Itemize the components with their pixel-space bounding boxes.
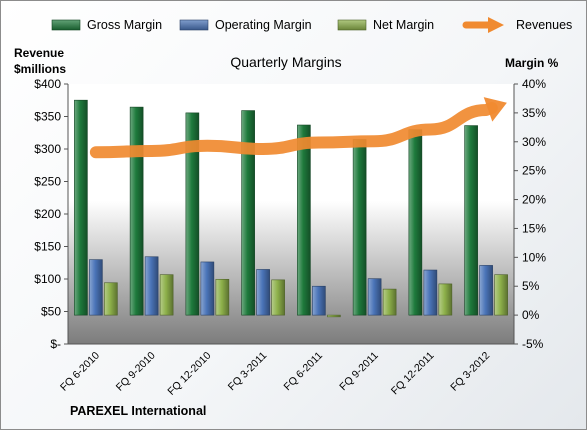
left-tick-label: $150 [34,240,61,254]
bar-gross-margin [464,125,478,316]
x-tick-label: FQ 3-2011 [226,350,270,394]
x-tick-label: FQ 3-2012 [448,350,492,394]
bar-operating-margin [200,261,215,316]
bar-net-margin [382,288,397,316]
x-tick-label: FQ 9-2011 [337,350,381,394]
x-tick-label: FQ 12-2010 [165,350,213,398]
chart-title: Quarterly Margins [230,54,341,70]
right-tick-label: 15% [522,221,546,235]
bar-net-margin [438,283,453,316]
axes-layer [64,83,518,345]
bar-gross-margin [352,139,367,316]
left-tick-label: $350 [34,110,61,124]
bar-gross-margin [129,106,144,316]
bar-operating-margin [312,285,326,316]
left-tick-label: $100 [34,272,61,286]
bar-net-margin [104,282,118,316]
legend-swatch [337,19,367,31]
legend-label: Operating Margin [215,18,312,32]
legend-label: Gross Margin [87,18,162,32]
bar-operating-margin [256,269,270,316]
right-tick-label: 5% [522,279,540,293]
bar-operating-margin [89,259,103,316]
right-tick-label: 10% [522,250,546,264]
company-label: PAREXEL International [70,404,206,418]
legend-label: Net Margin [373,18,434,32]
legend-arrow-swatch [488,17,504,33]
left-tick-label: $300 [34,142,61,156]
revenue-line [89,102,498,159]
bar-net-margin [494,274,508,316]
left-tick-label: $200 [34,207,61,221]
left-tick-label: $- [50,337,61,351]
bar-gross-margin [185,112,200,316]
x-tick-label: FQ 6-2011 [282,350,326,394]
left-axis-title-line2: $millions [14,62,66,76]
legend: Gross Margin Operating Margin Net Margin Re… [51,17,572,33]
bar-net-margin [159,274,174,316]
legend-swatch [179,19,209,31]
x-tick-label: FQ 9-2010 [114,350,158,394]
bar-operating-margin [367,278,382,316]
right-tick-label: 25% [522,164,546,178]
bar-net-margin [327,314,341,318]
bar-operating-margin [144,256,159,316]
bar-gross-margin [297,124,311,316]
right-tick-label: -5% [522,337,544,351]
bar-operating-margin [479,265,493,316]
bar-net-margin [271,279,285,316]
bar-gross-margin [408,129,423,316]
bar-operating-margin [423,269,438,316]
right-tick-label: 35% [522,106,546,120]
bar-gross-margin [74,99,88,316]
left-tick-label: $250 [34,175,61,189]
bar-layer [74,99,508,318]
revenue-arrowhead [483,97,507,122]
right-tick-label: 0% [522,308,540,322]
right-axis-title: Margin % [505,56,559,70]
legend-label: Revenues [516,18,572,32]
x-tick-label: FQ 12-2011 [389,350,437,398]
x-tick-label: FQ 6-2010 [58,350,102,394]
bar-gross-margin [241,110,255,316]
legend-swatch [51,19,81,31]
bar-net-margin [215,278,230,316]
left-tick-label: $400 [34,77,61,91]
revenue-line-layer [89,97,507,159]
left-axis-title-line1: Revenue [14,46,64,60]
left-tick-label: $50 [41,305,61,319]
right-tick-label: 20% [522,193,546,207]
right-tick-label: 40% [522,77,546,91]
right-tick-label: 30% [522,135,546,149]
